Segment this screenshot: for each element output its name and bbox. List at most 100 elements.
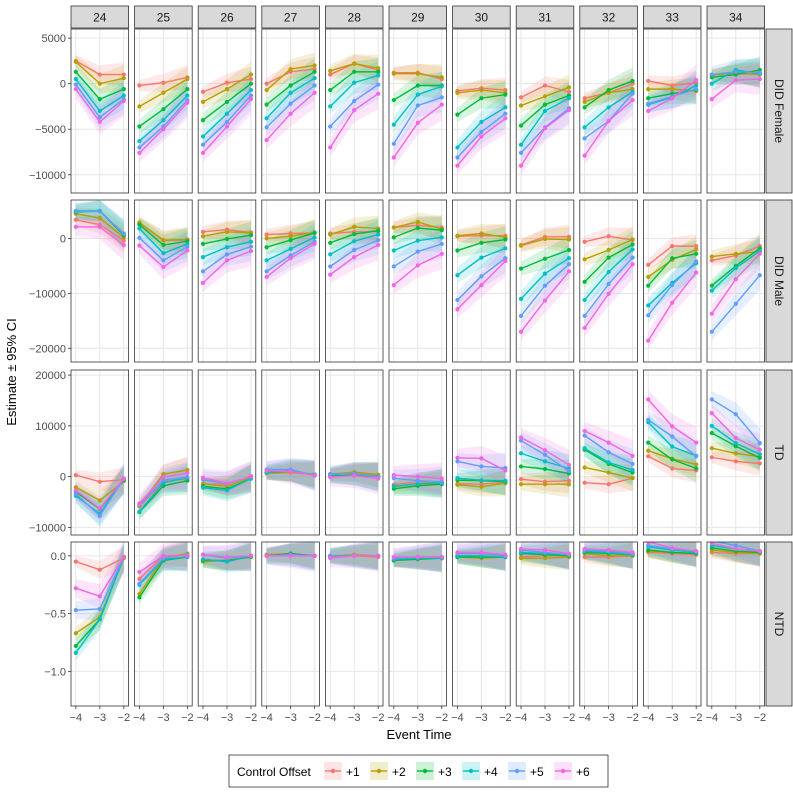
y-tick-label: 0.0: [51, 551, 66, 563]
data-point: [185, 93, 190, 98]
ci-band-+6: [457, 245, 506, 319]
data-point: [312, 241, 317, 247]
ci-band-+2: [521, 74, 569, 112]
data-point: [733, 301, 738, 306]
data-point: [439, 251, 444, 256]
ci-band-+5: [711, 391, 760, 459]
data-point: [288, 83, 293, 88]
ci-band-+4: [457, 93, 506, 156]
data-point: [479, 456, 484, 461]
data-point: [439, 554, 444, 560]
data-point: [97, 594, 102, 599]
data-point: [606, 482, 611, 487]
data-point: [73, 643, 78, 649]
data-point: [73, 631, 78, 636]
data-point: [328, 252, 333, 257]
ci-band-+5: [203, 80, 251, 154]
data-point: [224, 554, 230, 560]
data-point: [455, 273, 460, 278]
data-point: [391, 476, 396, 481]
data-point: [312, 230, 317, 236]
data-point: [646, 417, 651, 422]
data-point: [200, 557, 206, 562]
data-point: [391, 283, 396, 288]
data-point: [137, 509, 142, 514]
data-point: [542, 283, 548, 288]
data-point: [376, 242, 381, 248]
data-point: [376, 82, 381, 87]
data-point: [328, 68, 333, 74]
data-point: [200, 475, 206, 480]
row-strip: [765, 541, 793, 707]
data-point: [161, 90, 166, 95]
panel-ntd-34: [706, 541, 765, 707]
legend-label: +3: [438, 765, 452, 779]
data-point: [566, 247, 572, 253]
ci-band-+5: [521, 432, 569, 487]
data-point: [670, 87, 675, 92]
data-point: [224, 488, 230, 493]
ci-band-+5: [711, 260, 760, 341]
panel-ntd-25: [134, 541, 193, 707]
data-point: [542, 108, 548, 114]
data-point: [518, 103, 524, 108]
data-point: [709, 72, 714, 77]
data-point: [328, 124, 333, 129]
panel-series: [709, 542, 762, 567]
data-point: [415, 103, 420, 108]
panel-series: [73, 462, 126, 528]
data-point: [352, 255, 357, 260]
data-point: [288, 111, 293, 116]
panel-ntd-33: [643, 541, 702, 707]
data-point: [439, 95, 444, 100]
data-point: [757, 452, 762, 457]
data-point: [391, 484, 396, 489]
data-point: [709, 423, 714, 428]
panel-border: [197, 369, 257, 536]
panel-border: [134, 199, 193, 363]
data-point: [161, 264, 166, 270]
panel-series: [328, 53, 381, 157]
row-strip: [765, 199, 793, 363]
data-point: [288, 66, 293, 72]
data-point: [264, 258, 269, 263]
data-point: [606, 281, 611, 287]
panel-td-24: [70, 369, 129, 536]
ci-band-+1: [75, 545, 124, 579]
data-point: [248, 244, 254, 249]
data-point: [582, 313, 587, 318]
panel-series: [73, 200, 126, 261]
panel-ntd-31: [515, 541, 575, 707]
data-point: [566, 468, 572, 474]
data-point: [73, 491, 78, 496]
x-tick-label: −4: [451, 712, 464, 724]
legend: Control Offset +1 +2 +3 +4 +5 +6: [228, 754, 609, 788]
data-point: [566, 107, 572, 113]
data-point: [248, 553, 254, 558]
ci-band-+6: [139, 235, 188, 280]
data-point: [455, 297, 460, 303]
ci-band-+5: [393, 82, 442, 153]
ci-band-+3: [648, 240, 697, 293]
x-tick-label: −3: [475, 712, 488, 724]
data-point: [391, 71, 396, 76]
panel-border: [515, 199, 575, 363]
data-point: [606, 547, 611, 553]
data-point: [709, 397, 714, 402]
data-point: [248, 72, 254, 77]
data-point: [606, 450, 611, 455]
data-point: [97, 72, 102, 77]
data-point: [733, 265, 738, 271]
data-point: [566, 551, 572, 556]
data-point: [161, 237, 166, 243]
data-point: [479, 464, 484, 469]
data-point: [73, 559, 78, 564]
ci-band-+6: [75, 214, 124, 261]
data-point: [606, 460, 611, 465]
data-point: [582, 239, 587, 244]
data-point: [606, 255, 611, 260]
panel-did-female-31: [515, 28, 575, 194]
data-point: [97, 506, 102, 511]
data-point: [503, 258, 508, 264]
data-point: [288, 256, 293, 261]
